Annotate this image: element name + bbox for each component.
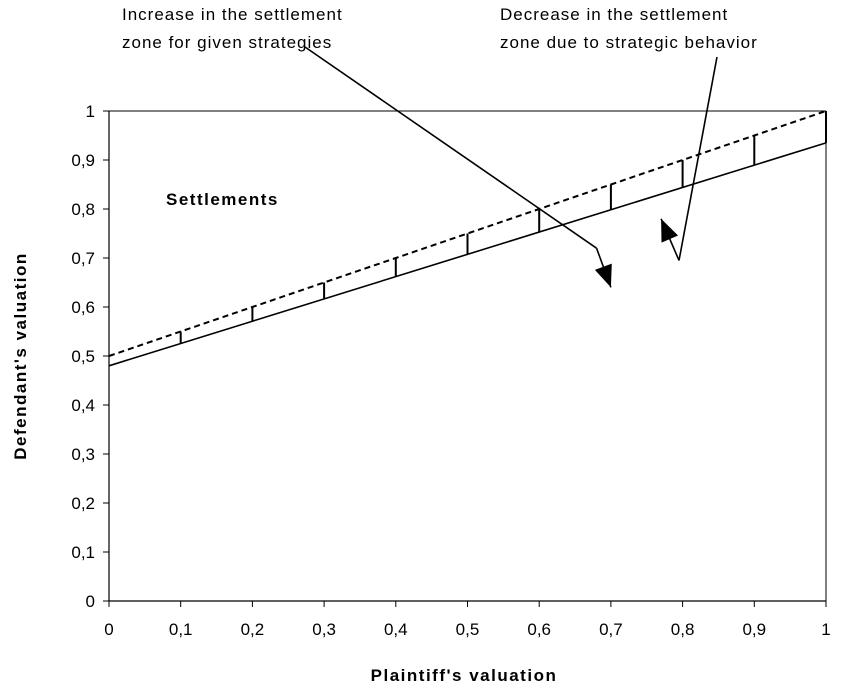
- x-axis-title: Plaintiff's valuation: [371, 666, 558, 685]
- x-tick-label: 0,7: [599, 620, 623, 639]
- x-tick-label: 0: [104, 620, 113, 639]
- series-line-dotted: [108, 110, 827, 357]
- y-tick-label: 0,8: [71, 200, 95, 219]
- arrow-head: [661, 218, 679, 243]
- x-tick-label: 0,8: [671, 620, 695, 639]
- leader-line: [304, 46, 598, 249]
- x-tick-label: 1: [821, 620, 830, 639]
- y-tick-label: 0,7: [71, 249, 95, 268]
- y-tick-label: 0,4: [71, 396, 95, 415]
- y-tick-label: 0,2: [71, 494, 95, 513]
- y-tick-label: 0,3: [71, 445, 95, 464]
- y-tick-label: 0: [86, 592, 95, 611]
- annotation-text: zone due to strategic behavior: [500, 33, 758, 52]
- annotation-text: Increase in the settlement: [122, 5, 343, 24]
- x-tick-label: 0,6: [527, 620, 551, 639]
- ticks-layer: 0 0,1 0,2 0,3 0,4 0,5 0,6 0,7 0,8 0,9 1 0 0,1 0,2 0,3 0…: [71, 102, 830, 639]
- y-tick-label: 0,6: [71, 298, 95, 317]
- x-tick-label: 0,4: [384, 620, 408, 639]
- y-tick-label: 0,1: [71, 543, 95, 562]
- hatch-layer: [179, 111, 827, 344]
- x-tick-label: 0,9: [742, 620, 766, 639]
- annotation-layer: Increase in the settlement zone for given…: [122, 5, 758, 288]
- x-tick-label: 0,3: [312, 620, 336, 639]
- arrow-head: [594, 263, 612, 288]
- x-tick-label: 0,5: [456, 620, 480, 639]
- y-tick-label: 0,5: [71, 347, 95, 366]
- x-tick-label: 0,1: [169, 620, 193, 639]
- y-tick-label: 1: [86, 102, 95, 121]
- leader-line: [678, 56, 718, 261]
- y-tick-label: 0,9: [71, 151, 95, 170]
- annotation-text: Decrease in the settlement: [500, 5, 728, 24]
- region-label-settlements: Settlements: [166, 190, 279, 209]
- plot-frame: [108, 110, 827, 602]
- y-axis-title: Defendant's valuation: [11, 252, 30, 459]
- x-tick-label: 0,2: [241, 620, 265, 639]
- annotation-text: zone for given strategies: [122, 33, 332, 52]
